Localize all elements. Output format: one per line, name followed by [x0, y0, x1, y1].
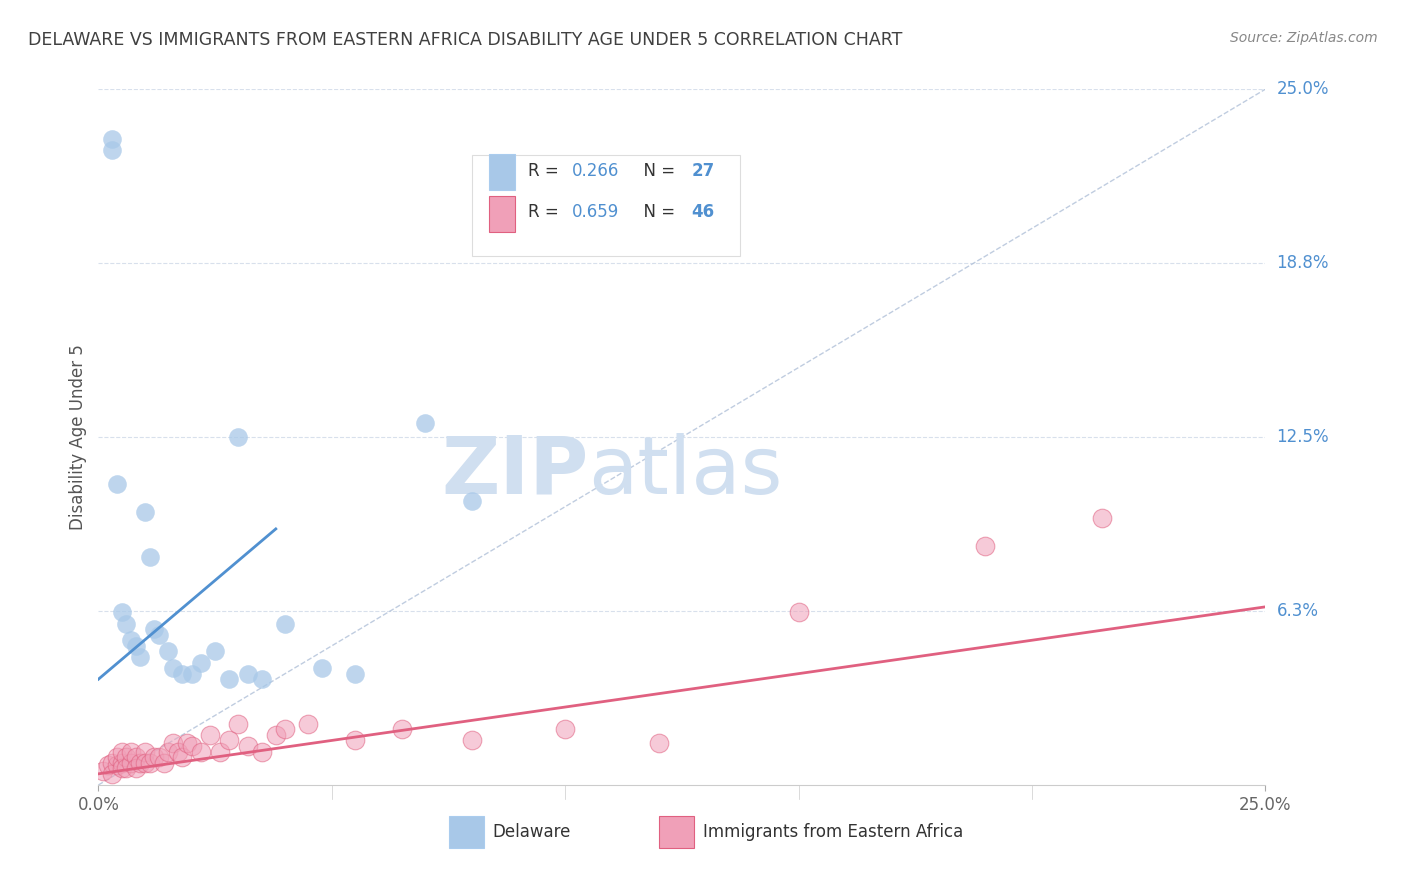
Point	[111, 761, 134, 775]
Point	[152, 756, 174, 770]
Text: atlas: atlas	[589, 433, 783, 511]
Bar	[489, 154, 515, 190]
Bar	[449, 816, 484, 847]
Point	[274, 723, 297, 737]
Text: DELAWARE VS IMMIGRANTS FROM EASTERN AFRICA DISABILITY AGE UNDER 5 CORRELATION CH: DELAWARE VS IMMIGRANTS FROM EASTERN AFRI…	[28, 31, 903, 49]
Y-axis label: Disability Age Under 5: Disability Age Under 5	[69, 344, 87, 530]
Point	[162, 661, 184, 675]
Point	[218, 672, 240, 686]
Point	[190, 745, 212, 759]
Point	[236, 666, 259, 681]
Point	[143, 750, 166, 764]
Text: 0.659: 0.659	[572, 203, 620, 221]
Point	[101, 756, 124, 770]
Point	[204, 644, 226, 658]
Point	[190, 656, 212, 670]
Point	[134, 505, 156, 519]
Point	[208, 745, 231, 759]
Point	[218, 733, 240, 747]
Bar	[489, 195, 515, 232]
Text: 0.266: 0.266	[572, 161, 620, 179]
Point	[176, 736, 198, 750]
Point	[413, 416, 436, 430]
Text: Source: ZipAtlas.com: Source: ZipAtlas.com	[1230, 31, 1378, 45]
Point	[180, 666, 202, 681]
FancyBboxPatch shape	[472, 155, 741, 256]
Point	[166, 745, 188, 759]
Text: 18.8%: 18.8%	[1277, 254, 1329, 272]
Point	[143, 622, 166, 636]
Text: N =: N =	[633, 203, 681, 221]
Point	[111, 756, 134, 770]
Point	[297, 716, 319, 731]
Point	[228, 430, 250, 444]
Point	[125, 639, 148, 653]
Point	[461, 733, 484, 747]
Point	[236, 739, 259, 753]
Point	[129, 649, 152, 664]
Point	[148, 628, 170, 642]
Point	[101, 132, 124, 146]
Point	[157, 745, 180, 759]
Text: R =: R =	[527, 161, 564, 179]
Point	[120, 633, 142, 648]
Point	[647, 736, 669, 750]
Point	[391, 723, 413, 737]
Point	[101, 767, 124, 781]
Point	[101, 144, 124, 158]
Point	[264, 728, 287, 742]
Point	[105, 750, 128, 764]
Text: 12.5%: 12.5%	[1277, 428, 1329, 446]
Text: ZIP: ZIP	[441, 433, 589, 511]
Point	[157, 644, 180, 658]
Point	[139, 756, 162, 770]
Text: R =: R =	[527, 203, 564, 221]
Bar	[658, 816, 693, 847]
Point	[1091, 510, 1114, 524]
Point	[461, 494, 484, 508]
Point	[125, 761, 148, 775]
Point	[115, 761, 138, 775]
Point	[311, 661, 333, 675]
Point	[111, 745, 134, 759]
Point	[148, 750, 170, 764]
Text: Immigrants from Eastern Africa: Immigrants from Eastern Africa	[703, 823, 963, 841]
Point	[172, 666, 194, 681]
Point	[139, 549, 162, 564]
Point	[115, 616, 138, 631]
Text: 27: 27	[692, 161, 714, 179]
Point	[129, 756, 152, 770]
Point	[97, 758, 120, 772]
Point	[787, 606, 810, 620]
Point	[115, 750, 138, 764]
Point	[120, 745, 142, 759]
Point	[274, 616, 297, 631]
Point	[554, 723, 576, 737]
Text: 25.0%: 25.0%	[1277, 80, 1329, 98]
Point	[344, 733, 367, 747]
Text: 6.3%: 6.3%	[1277, 602, 1319, 620]
Point	[105, 758, 128, 772]
Point	[91, 764, 114, 778]
Point	[134, 756, 156, 770]
Point	[172, 750, 194, 764]
Point	[125, 750, 148, 764]
Point	[250, 672, 273, 686]
Point	[974, 539, 997, 553]
Point	[111, 606, 134, 620]
Point	[120, 756, 142, 770]
Point	[344, 666, 367, 681]
Point	[134, 745, 156, 759]
Point	[162, 736, 184, 750]
Point	[228, 716, 250, 731]
Point	[180, 739, 202, 753]
Text: 46: 46	[692, 203, 714, 221]
Point	[105, 477, 128, 491]
Text: Delaware: Delaware	[494, 823, 571, 841]
Point	[200, 728, 222, 742]
Text: N =: N =	[633, 161, 681, 179]
Point	[250, 745, 273, 759]
